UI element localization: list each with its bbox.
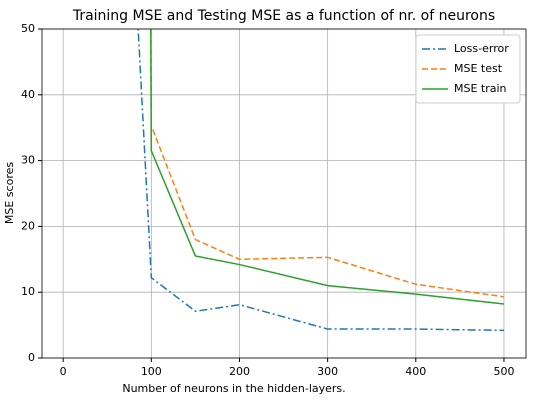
legend-box bbox=[415, 34, 521, 104]
x-axis-label: Number of neurons in the hidden-layers. bbox=[122, 382, 345, 395]
x-tick-label: 200 bbox=[229, 365, 250, 378]
plot-area bbox=[137, 29, 505, 332]
y-tick-label: 50 bbox=[21, 22, 35, 35]
chart-title: Training MSE and Testing MSE as a functi… bbox=[72, 8, 495, 24]
x-tick-label: 500 bbox=[493, 365, 514, 378]
x-tick-label: 0 bbox=[60, 365, 67, 378]
legend-label: Loss-error bbox=[454, 42, 509, 55]
legend-label: MSE test bbox=[454, 62, 503, 75]
x-tick-label: 400 bbox=[405, 365, 426, 378]
legend-label: MSE train bbox=[454, 82, 507, 95]
x-tick-label: 300 bbox=[317, 365, 338, 378]
y-tick-label: 40 bbox=[21, 88, 35, 101]
y-tick-label: 10 bbox=[21, 285, 35, 298]
y-axis-label: MSE scores bbox=[3, 162, 16, 224]
x-tick-label: 100 bbox=[141, 365, 162, 378]
series-line bbox=[137, 29, 504, 332]
y-tick-label: 30 bbox=[21, 154, 35, 167]
legend: Loss-error MSE test MSE train bbox=[415, 34, 521, 104]
y-tick-label: 0 bbox=[28, 351, 35, 364]
axes-frame bbox=[41, 28, 527, 359]
y-tick-label: 20 bbox=[21, 219, 35, 232]
series-line bbox=[150, 29, 505, 305]
